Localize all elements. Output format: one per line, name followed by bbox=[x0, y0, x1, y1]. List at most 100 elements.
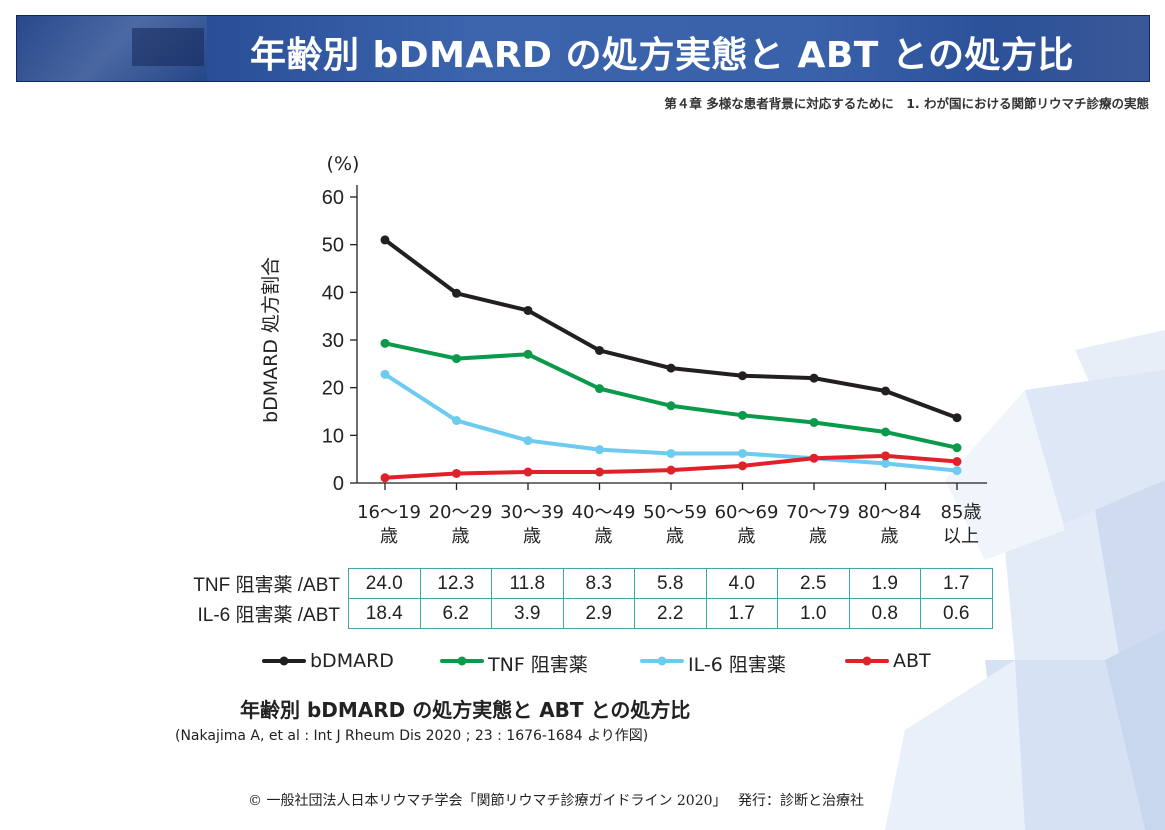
x-tick-label: 歳 bbox=[738, 526, 756, 547]
data-point bbox=[380, 338, 390, 348]
ratio-cell: 12.3 bbox=[419, 568, 492, 599]
ratio-table-row: TNF 阻害薬 /ABT 24.0 12.3 11.8 8.3 5.8 4.0 2.5 1.9 1… bbox=[170, 568, 993, 599]
y-tick-label: 60 bbox=[322, 187, 344, 209]
x-tick-label: 歳 bbox=[666, 526, 684, 547]
y-tick-label: 30 bbox=[322, 330, 344, 352]
data-point bbox=[738, 461, 747, 471]
data-point bbox=[881, 427, 890, 437]
y-tick-label: 50 bbox=[322, 235, 344, 257]
ratio-row-label: IL-6 阻害薬 /ABT bbox=[197, 605, 340, 626]
x-tick-label: 歳 bbox=[452, 526, 470, 547]
figure-source: (Nakajima A, et al : Int J Rheum Dis 202… bbox=[175, 728, 649, 744]
data-point bbox=[380, 473, 390, 483]
legend-label: ABT bbox=[893, 650, 931, 672]
data-point bbox=[452, 288, 461, 298]
legend-swatch bbox=[640, 656, 684, 666]
data-point bbox=[380, 369, 390, 379]
data-point bbox=[595, 445, 604, 455]
data-point bbox=[881, 458, 890, 468]
data-point bbox=[666, 465, 676, 475]
x-tick-label: 30～39 bbox=[500, 502, 564, 523]
figure-caption: 年齢別 bDMARD の処方実態と ABT との処方比 bbox=[240, 698, 691, 722]
ratio-cell: 18.4 bbox=[348, 598, 421, 629]
data-point bbox=[738, 448, 747, 458]
ratio-cell: 2.2 bbox=[634, 598, 707, 629]
page-title: 年齢別 bDMARD の処方実態と ABT との処方比 bbox=[249, 35, 1075, 76]
title-bar: 年齢別 bDMARD の処方実態と ABT との処方比 bbox=[16, 15, 1150, 82]
series-line bbox=[383, 341, 959, 450]
data-point bbox=[523, 436, 533, 446]
ratio-cell: 3.9 bbox=[491, 598, 564, 629]
data-point bbox=[738, 371, 747, 381]
ratio-cell: 1.9 bbox=[848, 568, 921, 599]
x-tick-label: 以上 bbox=[943, 526, 979, 547]
x-tick-label: 歳 bbox=[881, 526, 899, 547]
line-chart: 0 10 20 30 40 50 60 (%) bDMARD 処方割合 16～19 歳 20～29 歳 3… bbox=[260, 153, 987, 547]
chapter-label: 第４章 多様な患者背景に対応するために 1. わが国における関節リウマチ診療の実… bbox=[664, 96, 1149, 111]
data-point bbox=[523, 467, 533, 477]
ratio-cell: 4.0 bbox=[705, 568, 778, 599]
data-point bbox=[952, 413, 962, 423]
data-point bbox=[595, 467, 604, 477]
ratio-cell: 24.0 bbox=[348, 568, 421, 599]
data-point bbox=[595, 345, 604, 355]
data-point bbox=[881, 386, 890, 396]
data-point bbox=[452, 416, 461, 426]
data-point bbox=[952, 466, 962, 476]
series-line bbox=[383, 237, 959, 420]
legend-label: TNF 阻害薬 bbox=[488, 654, 588, 676]
ratio-cell: 2.5 bbox=[777, 568, 850, 599]
data-point bbox=[881, 451, 890, 461]
data-point bbox=[666, 363, 676, 373]
x-tick-label: 80～84 bbox=[858, 502, 922, 523]
x-tick-label: 歳 bbox=[523, 526, 541, 547]
x-tick-label: 16～19 bbox=[357, 502, 421, 523]
y-tick-label: 20 bbox=[322, 378, 344, 400]
x-tick-label: 40～49 bbox=[572, 502, 636, 523]
data-point bbox=[452, 354, 461, 364]
y-tick-label: 10 bbox=[322, 425, 344, 447]
x-tick-label: 歳 bbox=[809, 526, 827, 547]
y-tick-label: 0 bbox=[333, 473, 344, 495]
x-tick-label: 85歳 bbox=[941, 502, 982, 523]
ratio-row-label: TNF 阻害薬 /ABT bbox=[193, 575, 340, 596]
y-axis-label: bDMARD 処方割合 bbox=[260, 257, 282, 423]
ratio-table-row: IL-6 阻害薬 /ABT 18.4 6.2 3.9 2.9 2.2 1.7 1.0 0.8 0.… bbox=[170, 598, 993, 629]
legend-label: IL-6 阻害薬 bbox=[688, 654, 786, 676]
legend-label: bDMARD bbox=[310, 650, 394, 672]
data-point bbox=[523, 305, 533, 315]
x-tick-label: 20～29 bbox=[429, 502, 493, 523]
ratio-cell: 2.9 bbox=[562, 598, 635, 629]
data-point bbox=[809, 417, 819, 427]
y-tick-label: 40 bbox=[322, 282, 344, 304]
data-point bbox=[738, 410, 747, 420]
x-tick-label: 歳 bbox=[595, 526, 613, 547]
x-tick-label: 60～69 bbox=[715, 502, 779, 523]
ratio-cell: 5.8 bbox=[634, 568, 707, 599]
x-tick-label: 70～79 bbox=[786, 502, 850, 523]
legend-swatch bbox=[440, 656, 484, 666]
x-tick-label: 50～59 bbox=[643, 502, 707, 523]
ratio-table: TNF 阻害薬 /ABT 24.0 12.3 11.8 8.3 5.8 4.0 2.5 1.9 1… bbox=[170, 568, 993, 629]
data-point bbox=[523, 349, 533, 359]
data-point bbox=[666, 448, 676, 458]
background-decoration bbox=[885, 330, 1165, 830]
ratio-cell: 0.8 bbox=[848, 598, 921, 629]
data-point bbox=[952, 457, 962, 467]
ratio-cell: 11.8 bbox=[491, 568, 564, 599]
y-unit-label: (%) bbox=[327, 153, 360, 175]
x-tick-label: 歳 bbox=[380, 526, 398, 547]
data-point bbox=[595, 384, 604, 394]
ratio-cell: 8.3 bbox=[562, 568, 635, 599]
data-point bbox=[952, 443, 962, 453]
data-point bbox=[380, 235, 390, 245]
ratio-cell: 6.2 bbox=[419, 598, 492, 629]
ratio-cell: 1.7 bbox=[920, 568, 993, 599]
ratio-cell: 1.7 bbox=[705, 598, 778, 629]
copyright-footer: © 一般社団法人日本リウマチ学会「関節リウマチ診療ガイドライン 2020」 発行… bbox=[248, 793, 864, 809]
data-point bbox=[809, 373, 819, 383]
legend-swatch bbox=[262, 656, 306, 666]
data-point bbox=[666, 401, 676, 411]
data-point bbox=[452, 468, 461, 478]
ratio-cell: 0.6 bbox=[920, 598, 993, 629]
